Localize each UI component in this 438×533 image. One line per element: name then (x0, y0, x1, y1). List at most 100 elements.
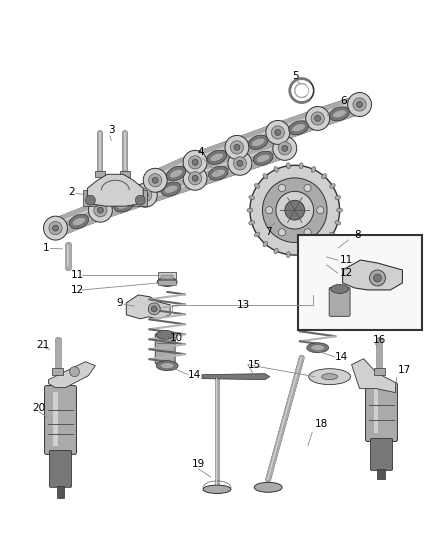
Bar (374, 389, 378, 433)
Ellipse shape (309, 369, 350, 385)
Ellipse shape (207, 150, 227, 164)
Ellipse shape (164, 185, 178, 193)
Ellipse shape (337, 208, 343, 212)
Circle shape (279, 229, 286, 236)
FancyBboxPatch shape (49, 450, 71, 487)
Bar (298, 235, 422, 330)
Bar (120, 171, 130, 177)
Circle shape (374, 274, 381, 282)
Bar (309, 254, 327, 261)
Ellipse shape (289, 121, 308, 135)
Circle shape (317, 207, 324, 214)
Ellipse shape (203, 485, 231, 494)
Circle shape (192, 175, 198, 181)
Circle shape (183, 150, 207, 174)
Bar (53, 392, 57, 447)
Ellipse shape (311, 248, 316, 254)
Circle shape (357, 101, 363, 108)
Circle shape (265, 207, 273, 214)
Circle shape (97, 207, 103, 213)
Text: 12: 12 (339, 268, 353, 278)
Ellipse shape (212, 169, 225, 177)
Ellipse shape (156, 330, 174, 340)
Circle shape (311, 112, 324, 125)
Ellipse shape (157, 278, 177, 286)
Text: 14: 14 (188, 370, 201, 379)
Circle shape (353, 98, 366, 111)
Bar (95, 171, 106, 177)
Ellipse shape (335, 196, 341, 200)
Ellipse shape (114, 198, 134, 212)
Bar (309, 262, 327, 267)
Circle shape (230, 141, 244, 154)
Circle shape (233, 157, 247, 170)
Ellipse shape (332, 110, 346, 118)
Ellipse shape (321, 174, 327, 179)
Polygon shape (88, 174, 143, 206)
Circle shape (148, 174, 162, 187)
Circle shape (250, 165, 339, 255)
Ellipse shape (292, 124, 305, 132)
Ellipse shape (330, 232, 335, 237)
Circle shape (139, 189, 152, 202)
Ellipse shape (286, 252, 290, 257)
Text: 14: 14 (335, 352, 348, 362)
Circle shape (276, 191, 314, 229)
Ellipse shape (307, 343, 328, 353)
Circle shape (142, 192, 148, 198)
Circle shape (304, 229, 311, 236)
Text: 7: 7 (265, 227, 272, 237)
Circle shape (228, 151, 252, 175)
Polygon shape (352, 359, 396, 393)
Ellipse shape (161, 182, 181, 196)
Circle shape (273, 136, 297, 160)
Ellipse shape (299, 163, 303, 169)
Circle shape (152, 177, 158, 183)
Circle shape (237, 160, 243, 166)
Text: 9: 9 (117, 298, 123, 308)
Circle shape (266, 120, 290, 144)
Ellipse shape (256, 154, 270, 163)
Circle shape (94, 204, 107, 217)
Circle shape (188, 156, 201, 169)
Text: 11: 11 (339, 255, 353, 265)
Ellipse shape (274, 166, 278, 172)
Bar (83, 190, 97, 206)
Bar (312, 257, 324, 261)
Polygon shape (126, 295, 170, 319)
Ellipse shape (160, 362, 174, 369)
Ellipse shape (286, 163, 290, 169)
Circle shape (148, 303, 160, 315)
Text: 15: 15 (248, 360, 261, 370)
Circle shape (143, 168, 167, 192)
Text: 8: 8 (355, 230, 361, 240)
Circle shape (188, 172, 201, 185)
Text: 4: 4 (197, 147, 204, 157)
Ellipse shape (69, 214, 88, 229)
Text: 13: 13 (237, 300, 250, 310)
Text: 21: 21 (37, 340, 50, 350)
Text: 3: 3 (108, 125, 115, 135)
Ellipse shape (248, 135, 268, 149)
Circle shape (262, 178, 327, 243)
Ellipse shape (72, 217, 86, 226)
Circle shape (348, 93, 371, 117)
Bar (133, 190, 147, 206)
Ellipse shape (247, 208, 253, 212)
Ellipse shape (311, 345, 325, 351)
Circle shape (53, 225, 59, 231)
FancyBboxPatch shape (155, 334, 175, 364)
Text: 10: 10 (170, 333, 183, 343)
Ellipse shape (329, 107, 349, 121)
Circle shape (151, 306, 157, 312)
Text: 12: 12 (71, 285, 84, 295)
Circle shape (271, 126, 284, 139)
Text: 20: 20 (32, 402, 46, 413)
Text: 6: 6 (341, 95, 347, 106)
Ellipse shape (321, 374, 338, 379)
Circle shape (282, 146, 288, 151)
Ellipse shape (249, 196, 254, 200)
Bar (378, 470, 385, 479)
Circle shape (234, 144, 240, 150)
Text: 19: 19 (192, 459, 205, 470)
